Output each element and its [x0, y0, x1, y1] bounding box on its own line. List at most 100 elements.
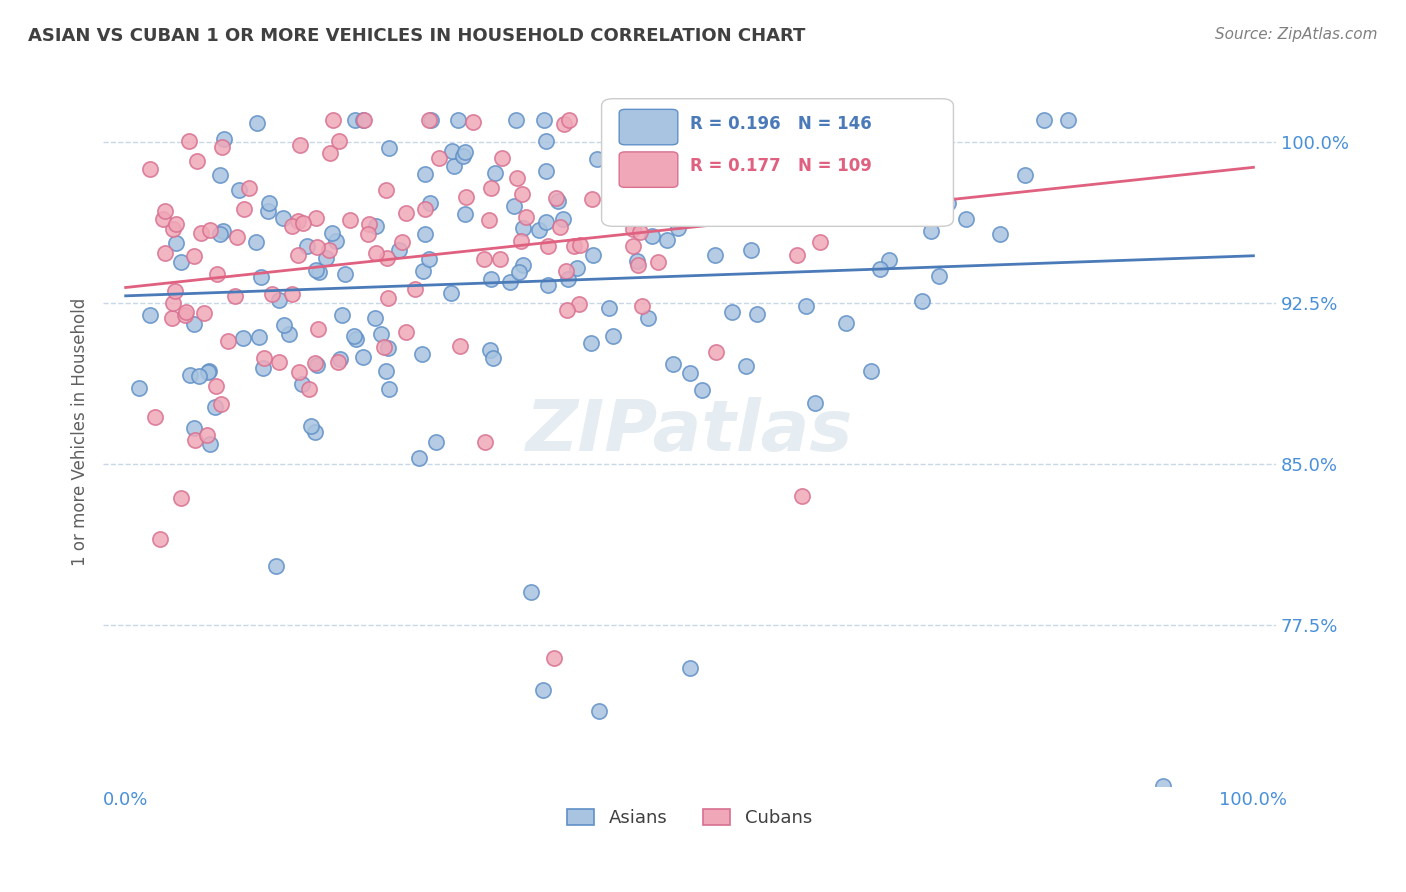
Point: [212, 223, 235, 237]
Point: [375, 251, 398, 265]
Point: [305, 240, 328, 254]
Point: [655, 233, 678, 247]
FancyBboxPatch shape: [602, 99, 953, 227]
Point: [190, 226, 212, 240]
Point: [609, 113, 631, 128]
Point: [554, 264, 576, 278]
Point: [489, 252, 512, 266]
Point: [534, 163, 557, 178]
Point: [479, 272, 502, 286]
Point: [281, 219, 304, 233]
Point: [654, 145, 676, 159]
Point: [443, 159, 465, 173]
Point: [543, 650, 565, 665]
Point: [411, 346, 433, 360]
Point: [520, 585, 543, 599]
Point: [703, 248, 725, 262]
Point: [859, 364, 882, 378]
FancyBboxPatch shape: [619, 110, 678, 145]
Point: [440, 286, 463, 301]
Point: [325, 234, 347, 248]
Point: [193, 306, 215, 320]
Point: [690, 383, 713, 397]
Point: [160, 310, 183, 325]
Point: [678, 661, 700, 675]
Point: [281, 287, 304, 301]
Point: [208, 227, 231, 241]
Point: [328, 135, 350, 149]
Point: [299, 418, 322, 433]
Point: [557, 303, 579, 318]
Point: [413, 167, 436, 181]
Point: [568, 297, 591, 311]
Point: [585, 152, 607, 166]
Point: [374, 363, 396, 377]
Point: [453, 145, 475, 159]
Point: [565, 261, 588, 276]
Point: [647, 255, 669, 269]
Point: [479, 343, 502, 358]
Point: [162, 222, 184, 236]
Point: [614, 210, 637, 224]
Point: [259, 196, 281, 211]
Point: [269, 355, 291, 369]
Point: [671, 176, 693, 190]
Point: [328, 355, 350, 369]
Point: [664, 211, 686, 226]
Point: [165, 235, 187, 250]
Point: [1057, 113, 1080, 128]
Point: [1033, 113, 1056, 128]
Point: [169, 255, 191, 269]
Point: [626, 253, 648, 268]
Point: [911, 294, 934, 309]
Point: [204, 379, 226, 393]
Point: [333, 267, 356, 281]
Point: [502, 199, 524, 213]
Point: [232, 331, 254, 345]
Point: [391, 235, 413, 250]
Point: [153, 245, 176, 260]
Point: [472, 252, 495, 266]
Point: [537, 239, 560, 253]
Point: [413, 202, 436, 216]
Point: [273, 318, 295, 332]
Point: [786, 248, 808, 262]
Point: [162, 295, 184, 310]
Point: [509, 234, 531, 248]
Point: [366, 219, 388, 233]
Point: [228, 183, 250, 197]
Point: [287, 247, 309, 261]
Point: [534, 215, 557, 229]
Point: [758, 118, 780, 132]
Point: [264, 558, 287, 573]
Point: [260, 286, 283, 301]
Point: [630, 299, 652, 313]
Point: [463, 115, 485, 129]
Point: [250, 270, 273, 285]
Point: [373, 340, 395, 354]
Point: [474, 435, 496, 450]
Point: [936, 196, 959, 211]
Point: [835, 317, 858, 331]
Point: [395, 325, 418, 339]
Point: [208, 169, 231, 183]
Point: [413, 227, 436, 242]
Point: [697, 179, 720, 194]
Point: [321, 226, 343, 240]
Point: [1152, 780, 1174, 794]
Point: [454, 207, 477, 221]
Point: [499, 275, 522, 289]
Point: [666, 220, 689, 235]
Point: [794, 299, 817, 313]
Point: [562, 239, 585, 253]
Point: [508, 265, 530, 279]
Point: [877, 252, 900, 267]
Legend: Asians, Cubans: Asians, Cubans: [560, 802, 820, 834]
Point: [163, 284, 186, 298]
Point: [330, 309, 353, 323]
Point: [205, 268, 228, 282]
Point: [375, 183, 398, 197]
Point: [697, 206, 720, 220]
Point: [427, 151, 450, 165]
Point: [1014, 168, 1036, 182]
